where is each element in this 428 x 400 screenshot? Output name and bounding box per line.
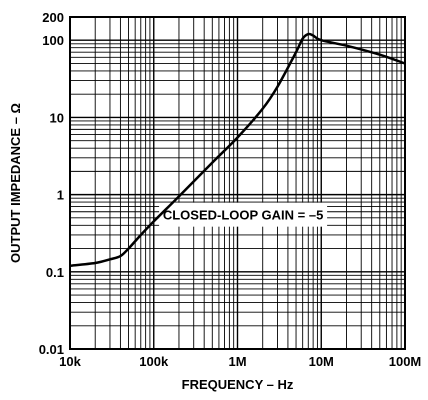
annotation-background (159, 202, 328, 227)
y-axis-label: OUTPUT IMPEDANCE – Ω (8, 103, 23, 263)
x-tick-label: 100M (389, 354, 422, 369)
x-tick-label: 100k (139, 354, 169, 369)
tick-labels: 10k 100k 1M 10M 100M 0.01 0.1 1 10 100 200 (39, 10, 422, 369)
y-tick-label: 0.01 (39, 342, 64, 357)
y-tick-label: 200 (42, 10, 64, 25)
annotation-closed-loop-gain: CLOSED-LOOP GAIN = –5 (163, 208, 324, 223)
grid (70, 17, 405, 349)
x-tick-label: 10k (59, 354, 81, 369)
y-tick-label: 0.1 (46, 265, 64, 280)
y-tick-label: 1 (57, 188, 64, 203)
impedance-curve (69, 32, 406, 267)
plot-frame (69, 16, 406, 350)
x-tick-label: 10M (309, 354, 334, 369)
y-tick-label: 100 (42, 33, 64, 48)
y-tick-label: 10 (50, 110, 64, 125)
x-tick-label: 1M (228, 354, 246, 369)
x-axis-label: FREQUENCY – Hz (182, 377, 294, 392)
